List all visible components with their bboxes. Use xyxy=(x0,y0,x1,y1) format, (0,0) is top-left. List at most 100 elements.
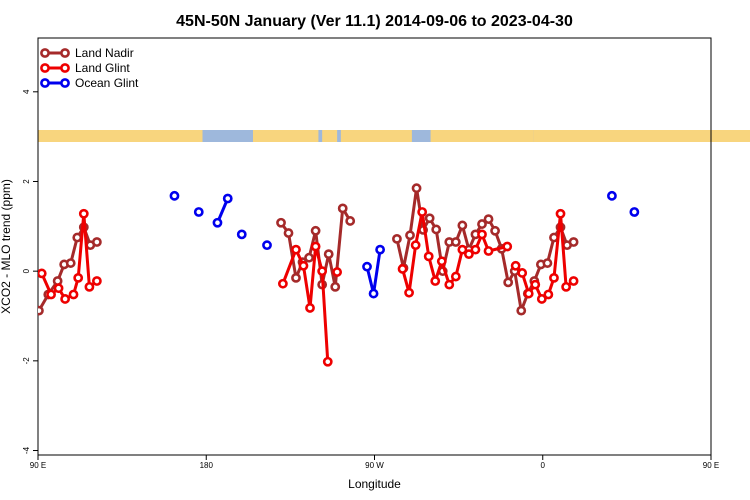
land-glint-point xyxy=(46,289,56,300)
ocean-glint-point xyxy=(368,288,379,299)
ocean-glint-point xyxy=(607,190,617,201)
ocean-glint-point xyxy=(193,207,204,217)
y-tick-label: -4 xyxy=(22,446,31,454)
land-nadir-point xyxy=(38,305,44,316)
land-glint-point xyxy=(91,276,102,286)
land-glint-point xyxy=(530,279,541,290)
land-glint-point xyxy=(561,281,572,292)
land-glint-point xyxy=(470,244,481,255)
y-axis-label: XCO2 - MLO trend (ppm) xyxy=(0,179,13,314)
land-nadir-point xyxy=(405,230,415,241)
land-nadir-point xyxy=(91,237,102,247)
world-map-strip xyxy=(38,130,750,142)
land-glint-point xyxy=(291,244,301,255)
land-glint-point xyxy=(477,229,487,240)
land-glint-point xyxy=(549,272,559,283)
x-tick-label: 90 W xyxy=(365,461,384,470)
legend-marker xyxy=(60,63,70,73)
ocean-glint-point xyxy=(169,190,180,201)
series-ocean-glint xyxy=(169,190,640,299)
eurasia-land-central xyxy=(533,130,711,142)
land-glint-point xyxy=(317,266,328,277)
land-glint-point xyxy=(502,241,513,252)
land-glint-point xyxy=(450,271,461,282)
legend-label: Land Glint xyxy=(75,61,130,75)
land-glint-point xyxy=(397,264,408,274)
north-america-east-land xyxy=(340,130,412,142)
land-glint-point xyxy=(78,208,89,219)
x-tick-label: 90 E xyxy=(703,461,719,470)
land-glint-point xyxy=(464,249,474,260)
land-nadir-point xyxy=(337,203,348,214)
legend-marker xyxy=(40,63,50,73)
eurasia-land-west xyxy=(430,130,534,142)
land-glint-point xyxy=(305,303,315,313)
land-glint-point xyxy=(53,283,64,294)
plot-frame xyxy=(37,37,712,456)
land-glint-point xyxy=(60,294,71,304)
ocean-glint-point xyxy=(212,217,223,228)
ocean-glint-point xyxy=(629,207,640,217)
land-glint-point xyxy=(430,276,441,286)
x-tick-label: 180 xyxy=(200,461,214,470)
land-glint-point xyxy=(84,281,95,292)
legend-item-land-glint: Land Glint xyxy=(40,61,130,75)
y-tick-label: 0 xyxy=(22,268,31,273)
land-glint-point xyxy=(322,356,333,367)
land-glint-point xyxy=(68,289,79,300)
land-nadir-point xyxy=(483,214,494,225)
land-glint-point xyxy=(417,207,428,217)
land-nadir-point xyxy=(450,237,461,247)
land-glint-point xyxy=(38,268,47,279)
ocean-glint-point xyxy=(375,244,386,255)
land-nadir-point xyxy=(330,281,341,292)
series-land-glint xyxy=(38,207,579,367)
y-tick-label: 4 xyxy=(22,89,31,94)
series-layer xyxy=(38,183,640,367)
north-america-west-land xyxy=(252,130,319,142)
eurasia-land-east xyxy=(38,130,203,142)
land-nadir-point xyxy=(345,216,356,226)
land-glint-point xyxy=(517,268,528,278)
land-glint-point xyxy=(423,251,434,262)
land-nadir-point xyxy=(477,219,487,229)
land-glint-point xyxy=(298,260,309,271)
legend-item-ocean-glint: Ocean Glint xyxy=(40,76,139,90)
ocean-glint-point xyxy=(262,240,272,251)
ocean-glint-point xyxy=(362,261,372,272)
ocean-glint-line xyxy=(365,249,382,296)
land-nadir-point xyxy=(310,225,321,236)
land-glint-point xyxy=(555,208,566,219)
land-nadir-point xyxy=(431,224,442,235)
land-nadir-point xyxy=(304,252,314,263)
legend-marker xyxy=(40,48,50,58)
land-glint-point xyxy=(568,276,579,286)
x-tick-label: 90 E xyxy=(30,461,46,470)
land-glint-point xyxy=(310,241,321,252)
eurasia-land-far-east xyxy=(711,130,750,142)
land-glint-point xyxy=(543,289,554,300)
land-nadir-point xyxy=(276,217,286,228)
x-axis-label: Longitude xyxy=(348,477,401,491)
land-nadir-point xyxy=(424,213,435,224)
north-america-central-land xyxy=(322,130,338,142)
land-nadir-point xyxy=(323,249,334,260)
land-glint-point xyxy=(73,272,84,283)
land-nadir-point xyxy=(72,232,83,243)
land-glint-point xyxy=(332,267,343,277)
land-nadir-point xyxy=(490,225,500,236)
y-tick-label: 2 xyxy=(22,179,31,184)
land-nadir-point xyxy=(503,277,514,288)
land-glint-point xyxy=(410,240,421,251)
legend-label: Ocean Glint xyxy=(75,76,139,90)
ocean-glint-point xyxy=(222,193,233,204)
land-glint-point xyxy=(444,279,455,290)
legend-item-land-nadir: Land Nadir xyxy=(40,46,134,60)
x-tick-label: 0 xyxy=(541,461,546,470)
y-tick-label: -2 xyxy=(22,357,31,365)
legend-marker xyxy=(60,48,70,58)
legend-label: Land Nadir xyxy=(75,46,134,60)
land-glint-point xyxy=(277,278,288,289)
land-nadir-point xyxy=(291,272,301,283)
